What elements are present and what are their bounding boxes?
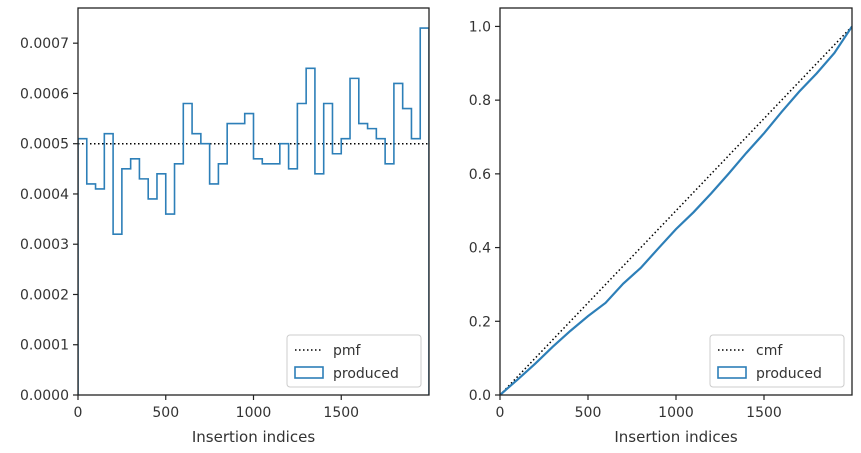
x-tick-label: 1000 [658,405,694,421]
pmf-histogram-chart: 0 500 1000 1500 0.0000 0.0001 0.0002 0.0003 0.00… [20,7,430,446]
x-tick-label: 1500 [746,405,782,421]
y-tick-label: 0.0006 [20,86,69,102]
legend: pmf produced [286,334,422,388]
x-tick-label: 500 [575,405,602,421]
legend: cmf produced [709,334,845,388]
legend-produced-swatch [717,366,747,379]
x-tick-label: 1000 [236,405,272,421]
plot-area [500,25,852,395]
series-produced-line [78,27,429,395]
legend-produced-swatch [294,366,324,379]
y-tick-label: 0.0004 [20,187,69,203]
y-tick-label: 0.0007 [20,36,69,52]
y-tick-label: 0.0000 [20,388,69,404]
x-tick-label: 0 [74,405,83,421]
y-tick-label: 0.0002 [20,287,69,303]
y-tick-label: 0.6 [469,167,491,183]
series-produced-line [500,25,852,395]
x-tick-label: 1500 [323,405,359,421]
y-tick-label: 0.0003 [20,237,69,253]
cmf-line-chart: 0 500 1000 1500 0.0 0.2 0.4 0.6 0.8 1.0 Insertion … [469,7,853,446]
y-tick-label: 0.8 [469,93,491,109]
y-tick-label: 0.0005 [20,137,69,153]
y-tick-label: 0.2 [469,314,491,330]
x-axis-label: Insertion indices [192,428,315,446]
y-tick-label: 0.4 [469,241,491,257]
y-tick-label: 0.0001 [20,338,69,354]
plot-area [78,27,429,395]
x-tick-label: 500 [152,405,179,421]
legend-produced-label: produced [756,366,822,382]
y-tick-label: 0.0 [469,388,491,404]
series-cmf-line [500,25,852,395]
legend-pmf-label: pmf [333,343,362,359]
legend-box [709,334,845,388]
legend-box [286,334,422,388]
legend-produced-label: produced [333,366,399,382]
x-tick-label: 0 [496,405,505,421]
x-axis-label: Insertion indices [614,428,737,446]
y-tick-label: 1.0 [469,19,491,35]
legend-cmf-label: cmf [756,343,783,359]
